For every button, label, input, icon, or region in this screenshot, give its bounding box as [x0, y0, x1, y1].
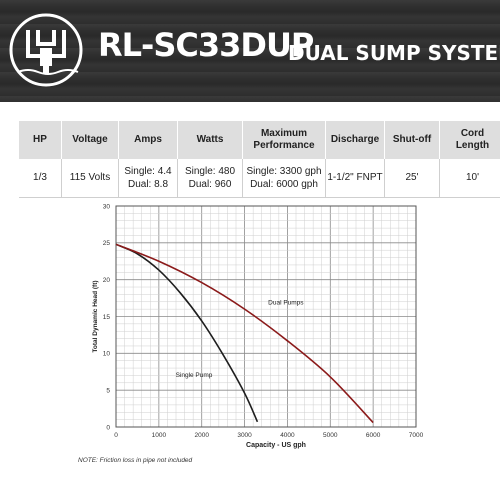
spec-header-cell: Cord Length [439, 121, 500, 159]
x-tick-label: 5000 [323, 432, 338, 439]
spec-value-cell: Single: 4.4 Dual: 8.8 [118, 159, 178, 198]
y-tick-label: 15 [103, 314, 111, 321]
spec-header-text: Amps [134, 133, 162, 145]
spec-value-cell: 1-1/2" FNPT [325, 159, 385, 198]
x-axis-label: Capacity - US gph [246, 442, 306, 449]
y-axis-label: Total Dynamic Head (ft) [92, 280, 99, 352]
spec-header-text: Length [455, 140, 490, 151]
x-tick-label: 0 [114, 432, 118, 439]
spec-header-cell: Maximum Performance [242, 121, 326, 159]
product-subtitle: DUAL SUMP SYSTEM [288, 41, 500, 65]
x-tick-label: 1000 [152, 432, 167, 439]
spec-value-cell: 10' [439, 159, 500, 198]
spec-value-text: Dual: 8.8 [127, 179, 169, 190]
header-banner: RL-SC33DUP DUAL SUMP SYSTEM [0, 0, 500, 102]
x-tick-label: 4000 [280, 432, 295, 439]
spec-value-text: Dual: 6000 gph [250, 179, 318, 190]
spec-header-text: Performance [253, 140, 315, 151]
spec-table: HP Voltage Amps Watts Maximum Performance Disc… [19, 121, 500, 198]
x-tick-label: 2000 [194, 432, 209, 439]
plot-frame [115, 205, 417, 428]
y-tick-label: 10 [103, 351, 111, 358]
spec-value-text: 115 Volts [69, 172, 111, 184]
y-tick-label: 30 [103, 203, 111, 210]
x-tick-label: 7000 [409, 432, 424, 439]
series-annotation-label: Dual Pumps [268, 300, 304, 307]
spec-header-row: HP Voltage Amps Watts Maximum Performance Disc… [19, 121, 500, 159]
spec-value-text: Single: 4.4 [124, 165, 172, 177]
friction-note: NOTE: Friction loss in pipe not included [78, 457, 193, 464]
spec-value-text: Single: 3300 gph [246, 165, 322, 177]
spec-header-text: Watts [196, 133, 224, 145]
spec-header-cell: HP [19, 121, 62, 159]
spec-header-cell: Amps [118, 121, 178, 159]
spec-value-text: Dual: 960 [188, 179, 232, 190]
y-tick-label: 20 [103, 277, 111, 284]
spec-value-text: 10' [465, 172, 480, 184]
spec-value-text: 1/3 [33, 172, 47, 184]
single-pump-curve [115, 243, 259, 423]
dual-pumps-curve [115, 243, 374, 424]
model-title: RL-SC33DUP [98, 26, 314, 64]
x-tick-label: 3000 [237, 432, 252, 439]
spec-value-cell: Single: 3300 gph Dual: 6000 gph [242, 159, 326, 198]
chart-wrapper: 0 1000 2000 3000 4000 5000 6000 7000 0 5 10 15 20 25 3… [0, 196, 500, 463]
spec-header-cell: Discharge [325, 121, 385, 159]
spec-header-text: Shut-off [392, 133, 432, 145]
spec-value-text: 1-1/2" FNPT [327, 172, 383, 184]
x-tick-label: 6000 [366, 432, 381, 439]
spec-value-row: 1/3 115 Volts Single: 4.4 Dual: 8.8 Single: … [19, 159, 500, 198]
spec-header-cell: Watts [177, 121, 243, 159]
spec-header-text: Discharge [330, 133, 380, 145]
spec-value-cell: Single: 480 Dual: 960 [177, 159, 243, 198]
spec-value-cell: 1/3 [19, 159, 62, 198]
spec-value-text: 25' [405, 172, 419, 184]
spec-value-text: Single: 480 [184, 165, 236, 177]
spec-header-text: Maximum [260, 127, 308, 139]
y-tick-label: 0 [106, 424, 110, 431]
spec-header-cell: Voltage [61, 121, 119, 159]
y-tick-label: 25 [103, 240, 111, 247]
spec-header-text: Voltage [72, 133, 108, 145]
y-tick-label: 5 [106, 387, 110, 394]
series-annotation-label: Single Pump [176, 372, 213, 379]
spec-header-cell: Shut-off [384, 121, 440, 159]
spec-value-cell: 25' [384, 159, 440, 198]
performance-chart: 0 1000 2000 3000 4000 5000 6000 7000 0 5 10 15 20 25 3… [92, 203, 424, 449]
spec-value-cell: 115 Volts [61, 159, 119, 198]
spec-header-text: HP [33, 133, 47, 145]
spec-header-text: Cord [460, 127, 485, 139]
pump-logo-icon [9, 13, 83, 87]
